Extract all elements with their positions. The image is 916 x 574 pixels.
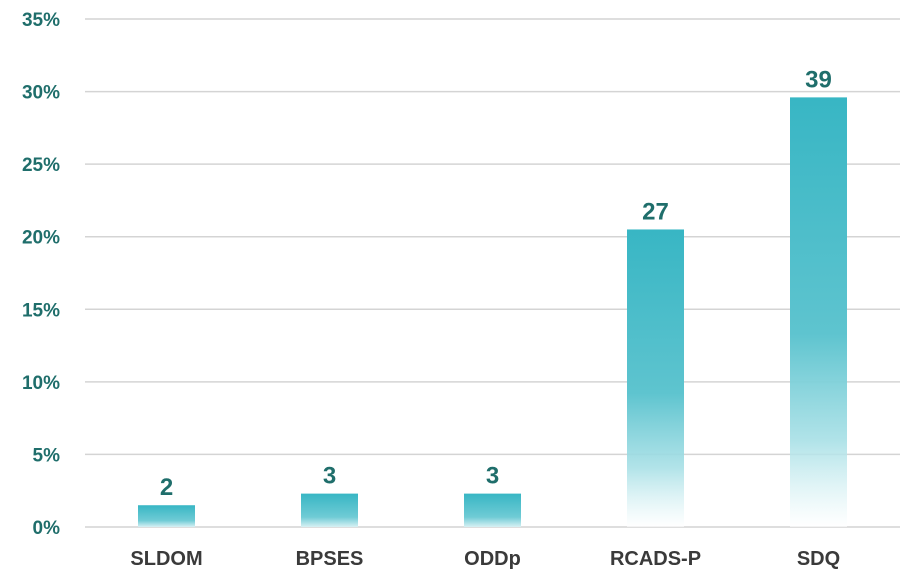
x-tick-label: ODDp [464, 548, 521, 570]
y-axis-tick-labels: 0% 5% 10% 15% 20% 25% 30% 35% [22, 10, 60, 539]
y-tick-label: 35% [22, 10, 60, 31]
y-tick-label: 15% [22, 300, 60, 321]
bar-sdq [790, 97, 847, 528]
data-labels: 2 3 3 27 39 [160, 66, 832, 501]
x-tick-label: SLDOM [130, 548, 202, 570]
x-tick-label: SDQ [797, 548, 840, 570]
x-tick-label: RCADS-P [610, 548, 701, 570]
gridlines [85, 18, 900, 528]
y-tick-label: 0% [33, 518, 61, 539]
y-tick-label: 25% [22, 155, 60, 176]
y-tick-label: 30% [22, 83, 60, 104]
y-tick-label: 5% [33, 445, 61, 466]
x-tick-label: BPSES [296, 548, 364, 570]
bars [138, 97, 847, 528]
y-tick-label: 10% [22, 373, 60, 394]
data-label-sldom: 2 [160, 474, 173, 501]
bar-bpses [301, 493, 358, 527]
x-axis-tick-labels: SLDOM BPSES ODDp RCADS-P SDQ [130, 548, 840, 570]
bar-sldom [138, 505, 195, 527]
data-label-oddp: 3 [486, 463, 499, 490]
data-label-bpses: 3 [323, 463, 336, 490]
data-label-sdq: 39 [805, 66, 832, 93]
bar-rcads-p [627, 229, 684, 527]
y-tick-label: 20% [22, 228, 60, 249]
bar-oddp [464, 493, 521, 527]
data-label-rcads-p: 27 [642, 198, 669, 225]
